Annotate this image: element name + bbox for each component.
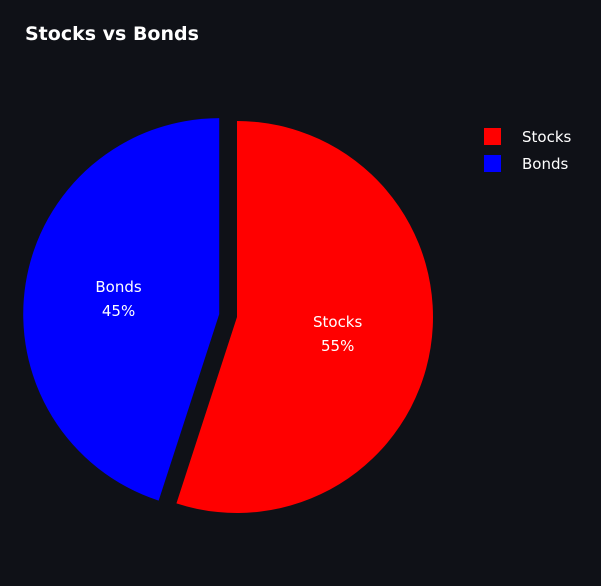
pie-slice-labels: Stocks 55% Bonds 45% — [95, 278, 362, 355]
slice-value-stocks: 55% — [321, 337, 354, 355]
chart-title: Stocks vs Bonds — [25, 23, 199, 45]
legend-swatch-stocks — [484, 128, 501, 145]
pie-slice-bonds — [23, 118, 220, 501]
legend: Stocks Bonds — [484, 128, 572, 173]
pie-slice-stocks — [176, 121, 434, 513]
legend-swatch-bonds — [484, 155, 501, 172]
slice-label-bonds: Bonds — [95, 278, 141, 296]
slice-value-bonds: 45% — [102, 302, 135, 320]
pie-slices — [23, 118, 434, 513]
legend-label-stocks: Stocks — [522, 128, 572, 146]
slice-label-stocks: Stocks — [313, 313, 363, 331]
legend-label-bonds: Bonds — [522, 155, 568, 173]
